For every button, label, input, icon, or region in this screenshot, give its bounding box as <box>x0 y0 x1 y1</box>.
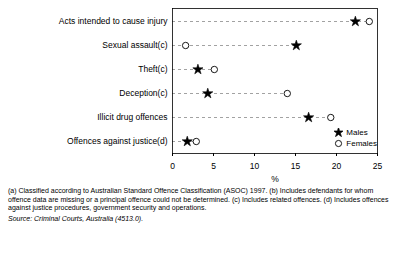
svg-text:10: 10 <box>250 161 260 171</box>
html-text:Females: Females <box>346 139 377 148</box>
html-text:Males: Males <box>346 128 368 137</box>
svg-text:5: 5 <box>211 161 216 171</box>
svg-text:Acts intended to cause injury: Acts intended to cause injury <box>59 16 168 26</box>
svg-text:Offences against justice(d): Offences against justice(d) <box>67 136 168 146</box>
svg-text:15: 15 <box>291 161 301 171</box>
svg-text:Illicit drug offences: Illicit drug offences <box>97 112 167 122</box>
html-text:Source: Criminal Courts, Austr: Source: Criminal Courts, Australia (4513… <box>8 214 144 222</box>
html-text:(a) Classified according to Au: (a) Classified according to Australian S… <box>8 187 389 211</box>
svg-text:0: 0 <box>170 161 175 171</box>
svg-text:25: 25 <box>373 161 383 171</box>
svg-text:Theft(c): Theft(c) <box>138 64 167 74</box>
svg-text:Sexual assault(c): Sexual assault(c) <box>102 40 167 50</box>
svg-text:20: 20 <box>332 161 342 171</box>
svg-text:Deception(c): Deception(c) <box>119 88 167 98</box>
svg-text:%: % <box>271 174 279 184</box>
